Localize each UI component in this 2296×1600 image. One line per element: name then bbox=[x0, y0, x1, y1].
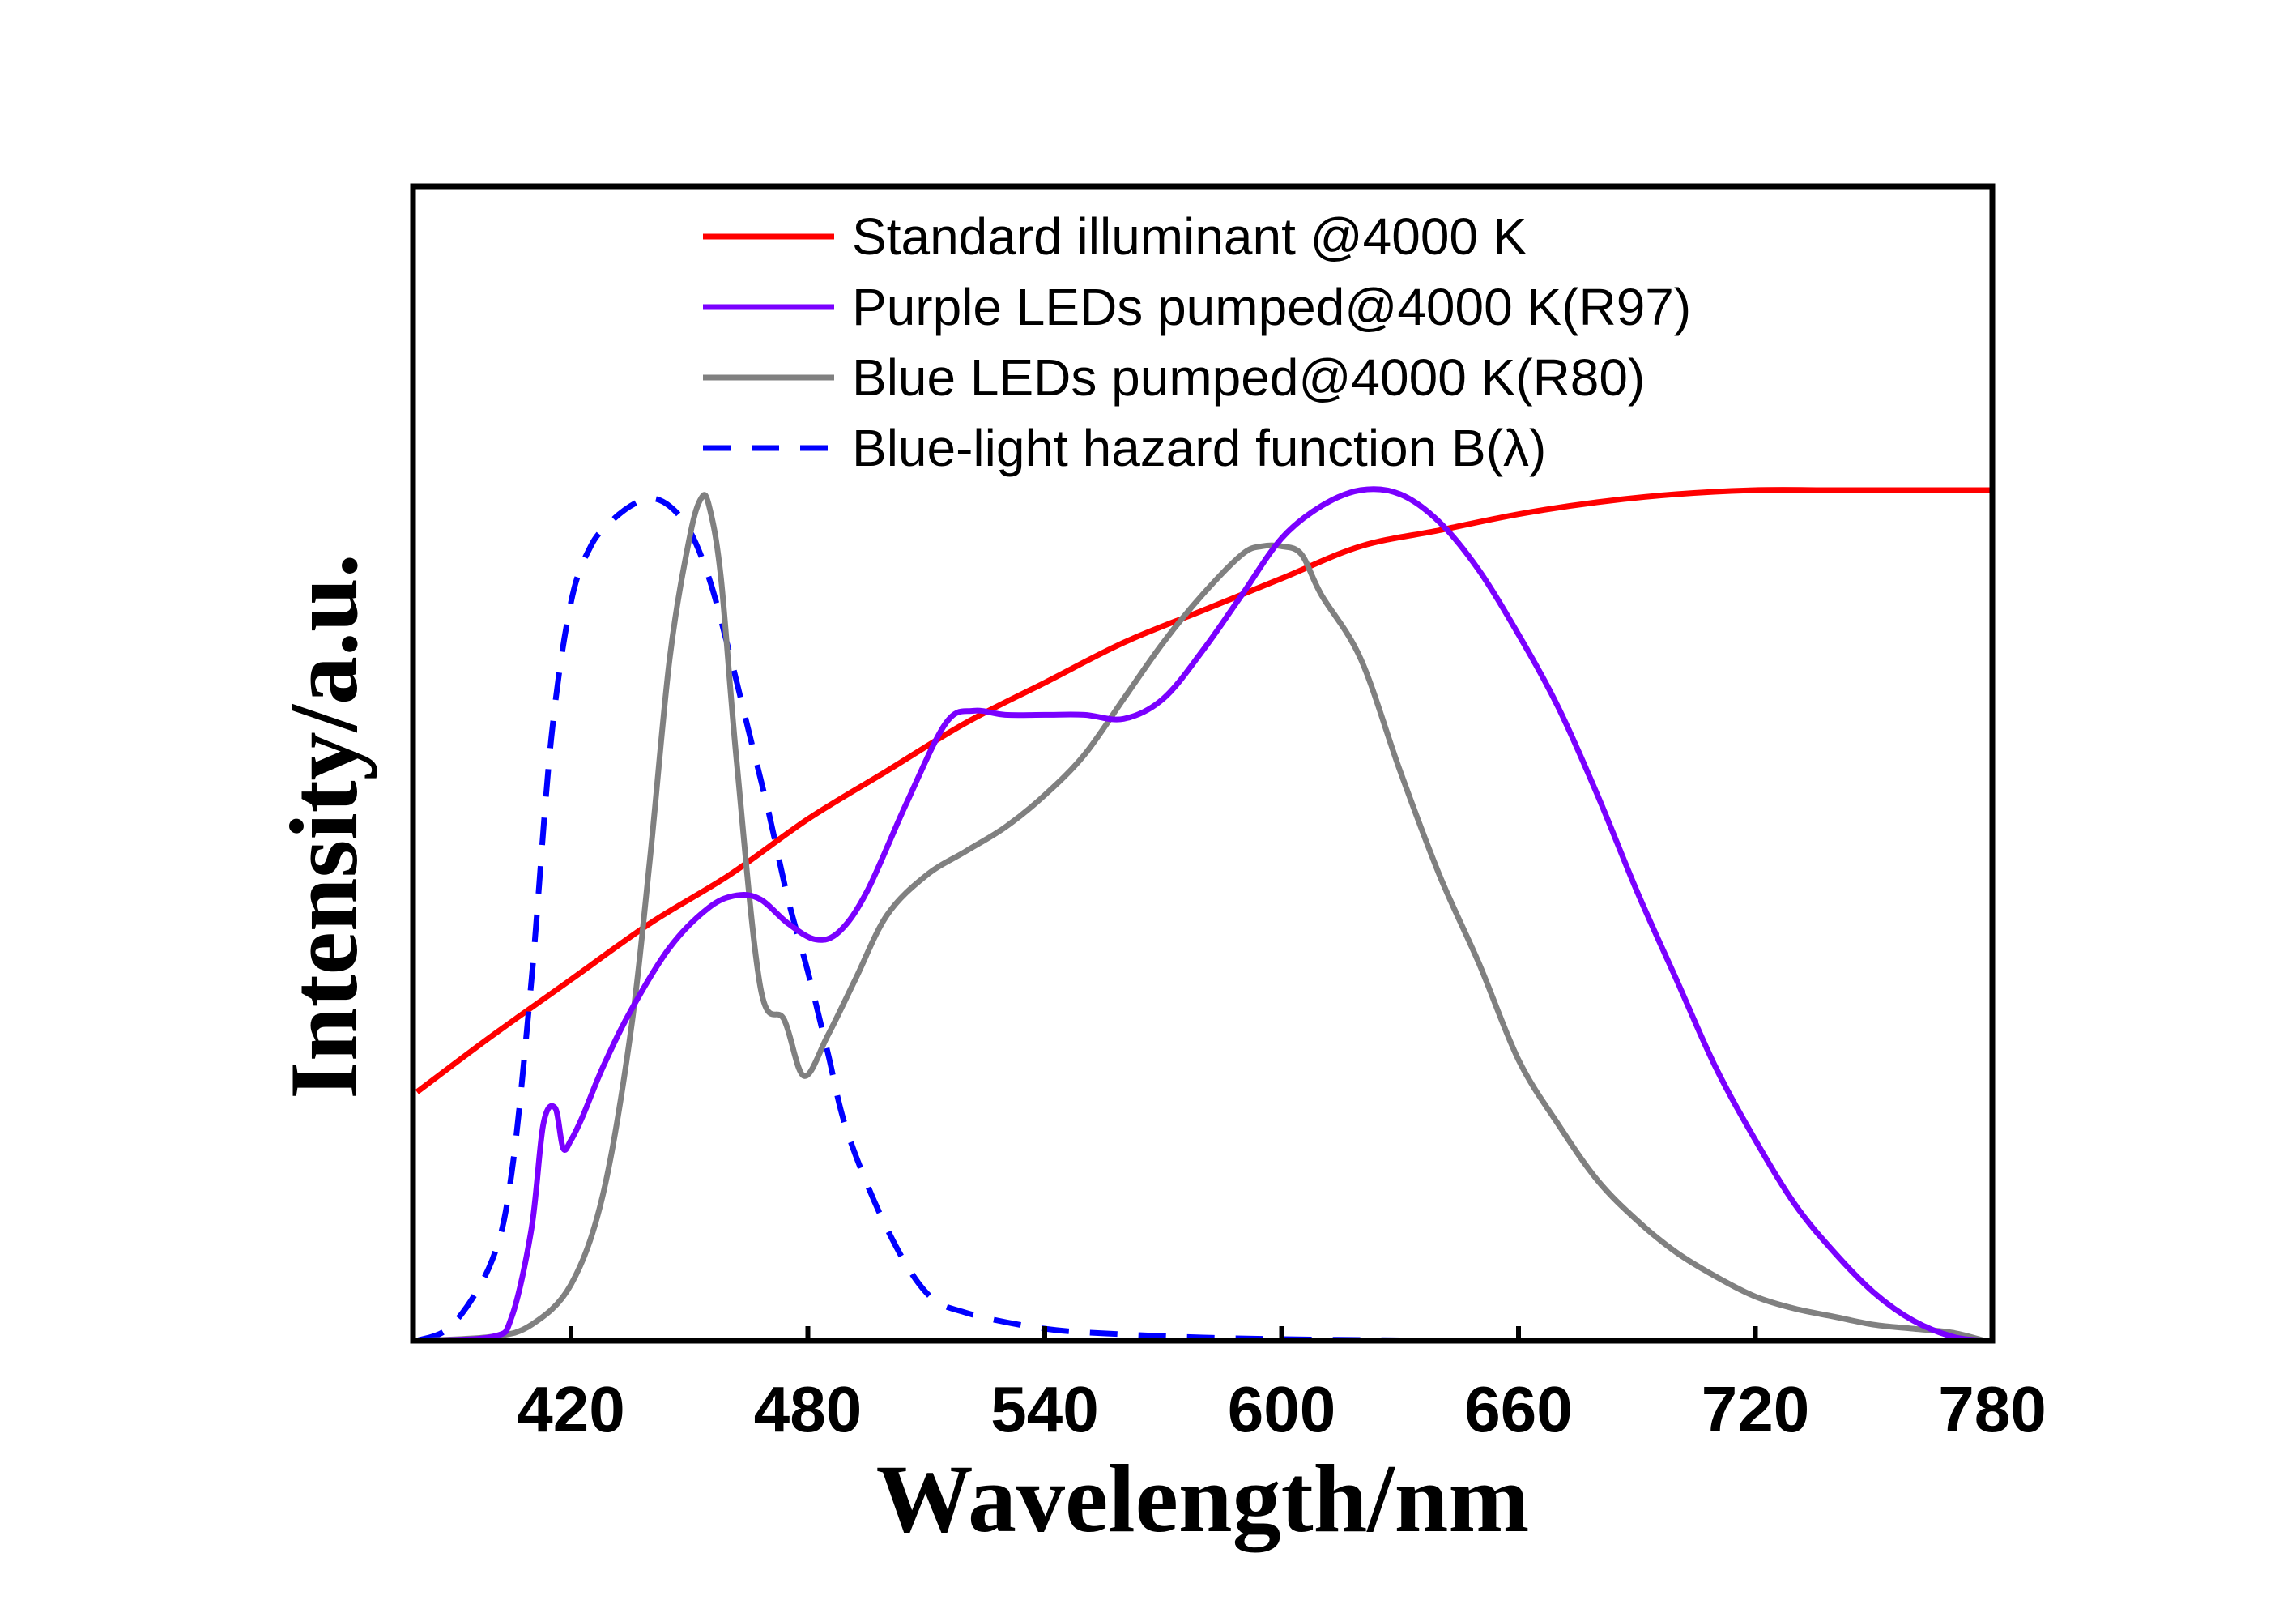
series-line-2 bbox=[416, 486, 1985, 1341]
x-tick-label: 540 bbox=[990, 1373, 1098, 1445]
x-tick-label: 420 bbox=[517, 1373, 624, 1445]
legend-label-3: Blue LEDs pumped@4000 K(R80) bbox=[852, 348, 1645, 407]
legend-label-1: Standard illuminant @4000 K bbox=[852, 207, 1527, 266]
x-axis-title: Wavelength/nm bbox=[876, 1444, 1530, 1553]
legend-label-4: Blue-light hazard function B(λ) bbox=[852, 419, 1546, 477]
series-layer bbox=[415, 486, 1992, 1341]
legend-label-2: Purple LEDs pumped@4000 K(R97) bbox=[852, 278, 1691, 336]
x-ticks: 420 480 540 600 660 720 780 bbox=[517, 1326, 2047, 1445]
series-line-3 bbox=[416, 492, 1986, 1341]
x-tick-label: 720 bbox=[1702, 1373, 1809, 1445]
x-tick-label: 600 bbox=[1228, 1373, 1335, 1445]
y-axis-title: Intensity/a.u. bbox=[270, 553, 377, 1099]
x-tick-label: 480 bbox=[754, 1373, 862, 1445]
legend: Standard illuminant @4000 K Purple LEDs p… bbox=[703, 207, 1691, 477]
series-line-1 bbox=[415, 487, 1992, 1094]
x-tick-label: 660 bbox=[1464, 1373, 1572, 1445]
plot-frame bbox=[410, 183, 1996, 1344]
x-tick-label: 780 bbox=[1938, 1373, 2046, 1445]
series-line-4 bbox=[415, 495, 1638, 1341]
